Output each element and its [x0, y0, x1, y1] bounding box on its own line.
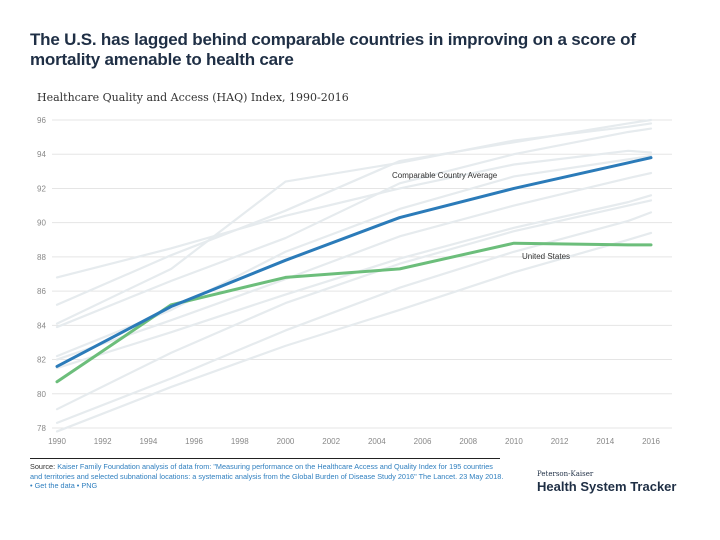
x-tick-label: 2016: [642, 437, 660, 446]
y-tick-label: 80: [37, 390, 46, 399]
x-tick-label: 2008: [459, 437, 477, 446]
x-tick-label: 1996: [185, 437, 203, 446]
y-tick-label: 94: [37, 150, 46, 159]
x-tick-label: 2006: [414, 437, 432, 446]
x-tick-label: 2010: [505, 437, 523, 446]
y-tick-label: 84: [37, 321, 46, 330]
y-tick-label: 92: [37, 184, 46, 193]
comparable-country-lines: [55, 118, 653, 433]
x-tick-label: 2014: [596, 437, 614, 446]
comparable-country-line: [55, 122, 653, 325]
comparable-average-line: [55, 156, 653, 368]
y-tick-label: 78: [37, 424, 46, 433]
x-axis: 1990 1992 1994 1996 1998 2000 2002 2004 2006 2008…: [48, 437, 660, 446]
get-data-link[interactable]: Get the data: [34, 481, 75, 490]
comparable-country-line: [55, 149, 653, 279]
comparable-country-line: [55, 199, 653, 411]
comparable-average-label: Comparable Country Average: [392, 171, 498, 180]
y-tick-label: 90: [37, 219, 46, 228]
y-tick-label: 82: [37, 356, 46, 365]
x-tick-label: 2000: [277, 437, 295, 446]
source-label: Source:: [30, 462, 56, 471]
y-tick-label: 88: [37, 253, 46, 262]
us-label: United States: [522, 252, 570, 261]
footer-divider: [30, 458, 500, 459]
brand-top: Peterson-Kaiser: [537, 470, 594, 478]
series-labels: Comparable Country Average United States: [392, 171, 570, 261]
chart-title: Healthcare Quality and Access (HAQ) Inde…: [37, 91, 349, 104]
x-tick-label: 2004: [368, 437, 386, 446]
comparable-country-line: [55, 127, 653, 329]
y-axis: 78 80 82 84 86 88 90 92 94 96: [37, 116, 46, 433]
source-text: Kaiser Family Foundation analysis of dat…: [30, 462, 504, 481]
comparable-country-line: [55, 194, 653, 370]
x-tick-label: 1994: [139, 437, 157, 446]
highlight-lines: [55, 156, 653, 384]
grid-lines: [52, 119, 672, 429]
x-tick-label: 2012: [551, 437, 569, 446]
comparable-country-line: [55, 118, 653, 306]
bullet: •: [30, 481, 33, 490]
png-link[interactable]: PNG: [81, 481, 98, 490]
x-tick-label: 2002: [322, 437, 340, 446]
x-tick-label: 1990: [48, 437, 66, 446]
comparable-country-line: [55, 171, 653, 361]
y-tick-label: 86: [37, 287, 46, 296]
y-tick-label: 96: [37, 116, 46, 125]
separator: •: [76, 481, 80, 490]
source-note: Source: Kaiser Family Foundation analysi…: [30, 462, 505, 491]
us-line: [55, 241, 653, 384]
comparable-country-line: [55, 154, 653, 358]
chart-heading: The U.S. has lagged behind comparable co…: [30, 30, 636, 69]
x-tick-label: 1998: [231, 437, 249, 446]
comparable-country-line: [55, 211, 653, 424]
brand-main: Health System Tracker: [537, 479, 677, 494]
x-tick-label: 1992: [94, 437, 112, 446]
brand-logo: Peterson-Kaiser Health System Tracker: [537, 470, 676, 494]
comparable-country-line: [55, 231, 653, 433]
